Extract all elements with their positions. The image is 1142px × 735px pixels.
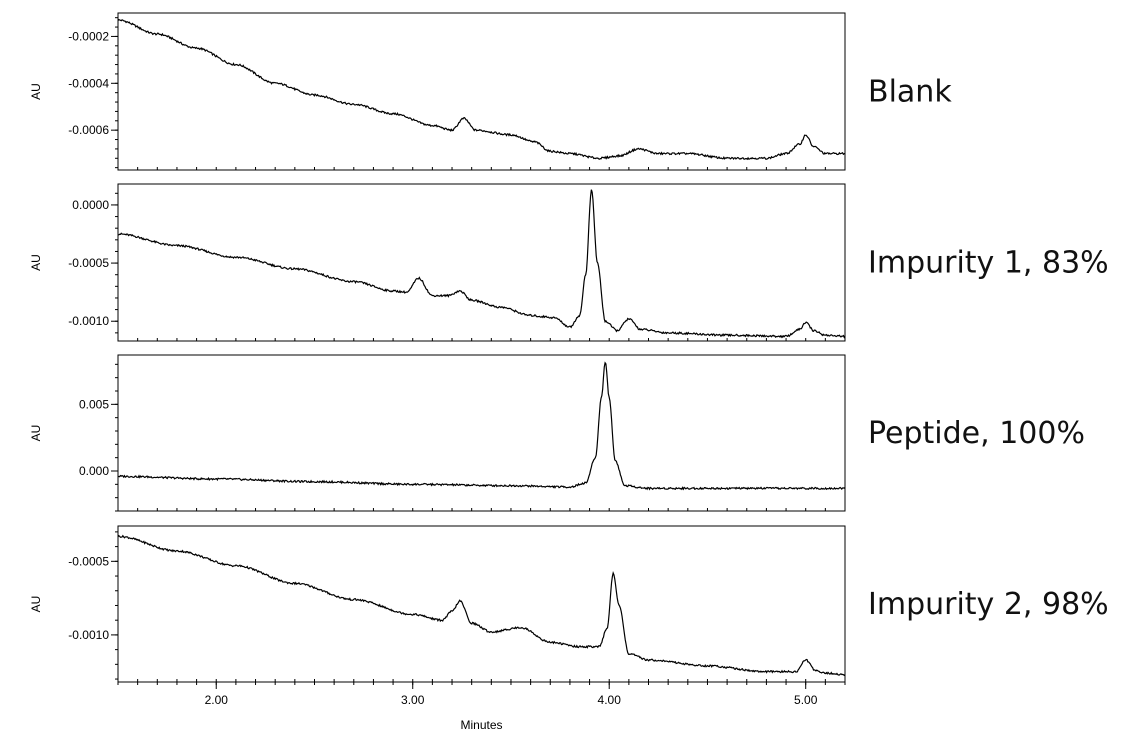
y-tick-label: -0.0005 bbox=[68, 554, 109, 568]
panel-frame bbox=[117, 525, 846, 683]
trace-line bbox=[117, 534, 846, 677]
sample-label: Impurity 1, 83% bbox=[868, 246, 1109, 281]
trace-line bbox=[117, 18, 846, 161]
y-tick-label: 0.000 bbox=[79, 464, 109, 478]
y-axis-title: AU bbox=[29, 83, 43, 100]
y-tick-label: -0.0002 bbox=[68, 29, 109, 43]
panel-2: 0.0000 -0.0005 -0.0010 AU Impurity 1, 83% bbox=[29, 183, 1109, 342]
x-tick-label: 2.00 bbox=[205, 693, 229, 707]
y-tick-label: -0.0010 bbox=[68, 314, 109, 328]
panel-frame bbox=[117, 183, 846, 342]
sample-label: Peptide, 100% bbox=[868, 416, 1085, 451]
y-axis-title: AU bbox=[29, 596, 43, 613]
trace-line bbox=[117, 361, 846, 491]
y-tick-label: 0.0000 bbox=[72, 198, 109, 212]
y-axis-title: AU bbox=[29, 254, 43, 271]
panel-3: 0.005 0.000 AU Peptide, 100% bbox=[29, 354, 1085, 512]
panel-4: -0.0005 -0.0010 AU Impurity 2, 98% bbox=[29, 525, 1109, 683]
x-tick-label: 3.00 bbox=[401, 693, 425, 707]
sample-label: Impurity 2, 98% bbox=[868, 587, 1109, 622]
y-tick-label: -0.0005 bbox=[68, 256, 109, 270]
y-tick-label: 0.005 bbox=[79, 397, 109, 411]
panel-frame bbox=[117, 354, 846, 512]
trace-line bbox=[117, 189, 846, 339]
x-axis-title: Minutes bbox=[460, 718, 502, 732]
x-tick-label: 5.00 bbox=[794, 693, 818, 707]
panel-frame bbox=[117, 12, 846, 171]
x-tick-label: 4.00 bbox=[598, 693, 622, 707]
y-tick-label: -0.0006 bbox=[68, 123, 109, 137]
y-tick-label: -0.0004 bbox=[68, 76, 109, 90]
sample-label: Blank bbox=[868, 75, 952, 110]
y-axis-title: AU bbox=[29, 425, 43, 442]
y-tick-label: -0.0010 bbox=[68, 628, 109, 642]
panel-1: -0.0002 -0.0004 -0.0006 AU Blank bbox=[29, 12, 952, 171]
